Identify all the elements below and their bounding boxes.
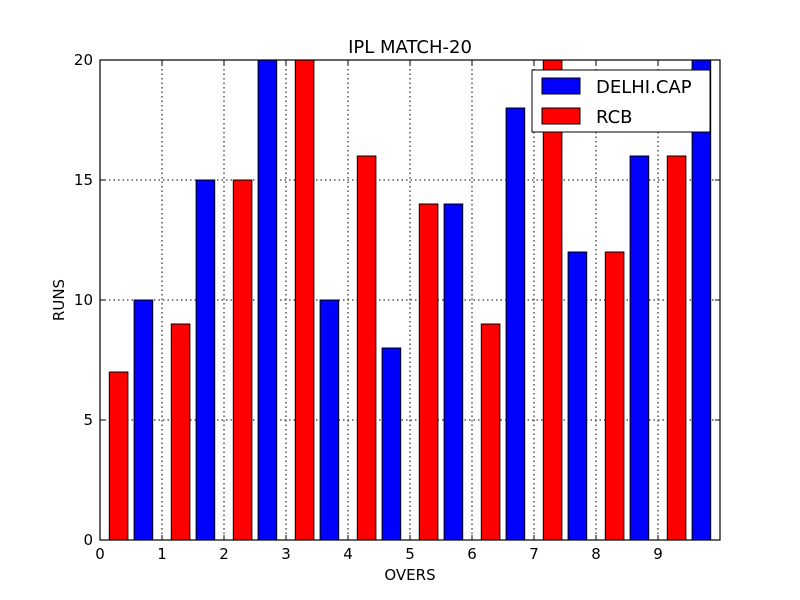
bar-rcb xyxy=(232,179,253,541)
y-tick-label: 10 xyxy=(74,291,93,309)
bar-delhi-cap xyxy=(505,107,526,541)
x-tick-labels: 0 1 2 3 4 5 6 7 8 9 xyxy=(95,545,663,563)
x-tick-label: 5 xyxy=(405,545,415,563)
bar-rcb xyxy=(666,155,687,541)
bar-rcb xyxy=(294,59,315,541)
y-axis-label: RUNS xyxy=(50,279,68,321)
chart-title: IPL MATCH-20 xyxy=(348,37,472,58)
x-axis-label: OVERS xyxy=(384,566,435,584)
legend-swatch-delhi-cap xyxy=(541,77,581,95)
bar-delhi-cap xyxy=(257,59,278,541)
x-tick-label: 9 xyxy=(653,545,663,563)
bars xyxy=(108,59,712,541)
ticks xyxy=(99,59,720,541)
bar-delhi-cap xyxy=(443,203,464,541)
bar-rcb xyxy=(604,251,625,541)
legend: DELHI.CAP RCB xyxy=(531,69,711,133)
bar-delhi-cap xyxy=(629,155,650,541)
legend-swatch-rcb xyxy=(541,107,581,125)
bar-rcb xyxy=(418,203,439,541)
bar-rcb xyxy=(108,371,129,541)
legend-label-delhi-cap: DELHI.CAP xyxy=(596,77,692,98)
x-tick-label: 4 xyxy=(343,545,353,563)
bar-delhi-cap xyxy=(195,179,216,541)
bar-delhi-cap xyxy=(319,299,340,541)
bar-delhi-cap xyxy=(567,251,588,541)
y-tick-label: 20 xyxy=(74,51,93,69)
y-tick-label: 5 xyxy=(83,411,93,429)
x-tick-label: 3 xyxy=(281,545,291,563)
x-tick-label: 7 xyxy=(529,545,539,563)
y-tick-labels: 0 5 10 15 20 xyxy=(74,51,93,549)
y-tick-label: 15 xyxy=(74,171,93,189)
legend-label-rcb: RCB xyxy=(596,107,633,128)
bar-rcb xyxy=(170,323,191,541)
x-tick-label: 2 xyxy=(219,545,229,563)
bar-rcb xyxy=(356,155,377,541)
bar-delhi-cap xyxy=(133,299,154,541)
bar-delhi-cap xyxy=(381,347,402,541)
y-tick-label: 0 xyxy=(83,531,93,549)
x-tick-label: 8 xyxy=(591,545,601,563)
x-tick-label: 6 xyxy=(467,545,477,563)
bar-rcb xyxy=(480,323,501,541)
grid-lines xyxy=(100,60,720,540)
x-tick-label: 1 xyxy=(157,545,167,563)
x-tick-label: 0 xyxy=(95,545,105,563)
